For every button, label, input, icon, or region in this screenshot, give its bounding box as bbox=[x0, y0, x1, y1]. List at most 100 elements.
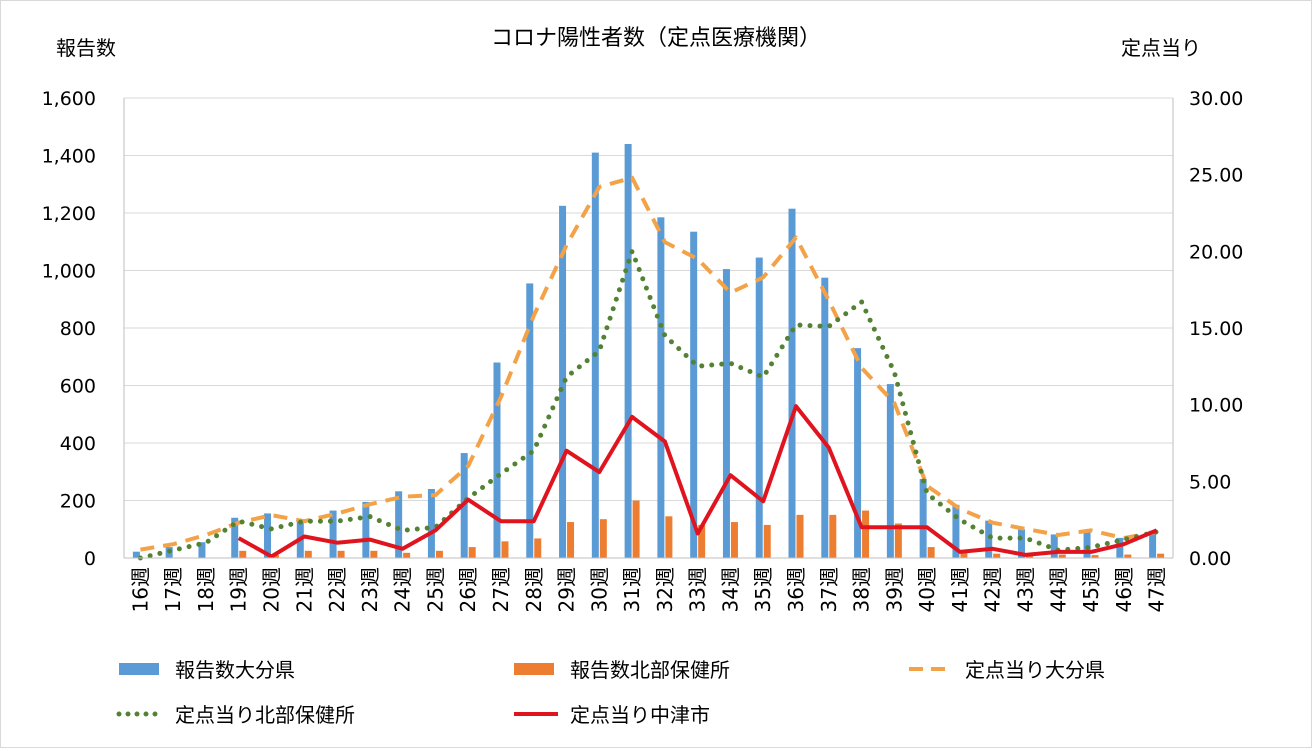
bar-hokubu bbox=[829, 514, 837, 558]
bar-hokubu bbox=[960, 552, 968, 558]
legend-label-1: 報告数北部保健所 bbox=[570, 658, 730, 682]
x-tick-label: 17週 bbox=[161, 567, 185, 612]
x-tick-label: 21週 bbox=[292, 567, 316, 612]
bar-hokubu bbox=[370, 550, 378, 558]
y-tick-label: 200 bbox=[60, 491, 96, 513]
y2-axis-label: 定点当り bbox=[1121, 36, 1201, 60]
bar-hokubu bbox=[894, 523, 902, 558]
bar-oita bbox=[362, 501, 370, 558]
x-tick-label: 32週 bbox=[653, 567, 677, 612]
x-tick-label: 34週 bbox=[718, 567, 742, 612]
bar-oita bbox=[985, 520, 993, 558]
x-tick-label: 45週 bbox=[1079, 567, 1103, 612]
bar-hokubu bbox=[698, 524, 706, 558]
series-line-2 bbox=[237, 404, 1158, 559]
bar-hokubu bbox=[403, 552, 411, 558]
x-tick-label: 43週 bbox=[1013, 567, 1037, 612]
x-tick-label: 46週 bbox=[1112, 567, 1136, 612]
legend-label-0: 報告数大分県 bbox=[175, 658, 295, 682]
bar-oita bbox=[1149, 530, 1157, 558]
x-tick-label: 22週 bbox=[325, 567, 349, 612]
bar-oita bbox=[1083, 530, 1091, 558]
bar-oita bbox=[526, 283, 534, 558]
y-tick-label: 800 bbox=[60, 318, 96, 340]
x-tick-label: 30週 bbox=[587, 567, 611, 612]
bar-hokubu bbox=[665, 516, 673, 558]
grid-lines bbox=[124, 97, 1173, 501]
legend-swatch-1 bbox=[514, 663, 554, 675]
bar-hokubu bbox=[239, 550, 247, 558]
y-tick-label: 1,600 bbox=[42, 88, 96, 110]
series-line-0 bbox=[140, 175, 1157, 552]
y2-tick-label: 20.00 bbox=[1189, 241, 1243, 263]
bar-oita bbox=[788, 208, 796, 558]
bar-oita bbox=[132, 551, 140, 558]
x-tick-label: 26週 bbox=[456, 567, 480, 612]
bar-oita bbox=[1116, 537, 1124, 558]
bar-oita bbox=[952, 504, 960, 558]
x-tick-label: 16週 bbox=[128, 567, 152, 612]
bar-hokubu bbox=[927, 547, 935, 558]
x-tick-label: 23週 bbox=[358, 567, 382, 612]
bar-oita bbox=[854, 348, 862, 558]
bar-hokubu bbox=[1025, 555, 1033, 558]
legend-label-3: 定点当り北部保健所 bbox=[175, 703, 355, 727]
bar-oita bbox=[1050, 534, 1058, 558]
bar-oita bbox=[493, 362, 501, 558]
x-tick-label: 40週 bbox=[915, 567, 939, 612]
x-tick-label: 37週 bbox=[817, 567, 841, 612]
bar-oita bbox=[690, 231, 698, 558]
bar-hokubu bbox=[1058, 554, 1066, 558]
bar-oita bbox=[231, 517, 239, 558]
bar-hokubu bbox=[501, 541, 509, 558]
bar-hokubu bbox=[862, 510, 870, 558]
bar-oita bbox=[886, 384, 894, 558]
bar-oita bbox=[264, 513, 272, 558]
x-tick-label: 38週 bbox=[850, 567, 874, 612]
bar-hokubu bbox=[763, 524, 771, 558]
bar-oita bbox=[329, 510, 337, 558]
x-tick-label: 35週 bbox=[751, 567, 775, 612]
y-tick-label: 1,000 bbox=[42, 261, 96, 283]
bar-hokubu bbox=[1157, 553, 1165, 558]
bar-hokubu bbox=[435, 550, 443, 558]
x-tick-label: 47週 bbox=[1145, 567, 1169, 612]
y2-tick-label: 15.00 bbox=[1189, 318, 1243, 340]
x-tick-label: 18週 bbox=[194, 567, 218, 612]
x-tick-label: 36週 bbox=[784, 567, 808, 612]
bar-oita bbox=[559, 205, 567, 558]
bar-hokubu bbox=[567, 522, 575, 558]
bar-hokubu bbox=[796, 514, 804, 558]
y-tick-label: 1,200 bbox=[42, 203, 96, 225]
x-tick-label: 29週 bbox=[555, 567, 579, 612]
x-tick-label: 42週 bbox=[981, 567, 1005, 612]
x-tick-label: 27週 bbox=[489, 567, 513, 612]
y-ticks: 0 200 400 600 800 1,000 1,200 1,400 1,600 bbox=[42, 88, 96, 570]
y2-tick-label: 0.00 bbox=[1189, 548, 1231, 570]
y2-tick-label: 25.00 bbox=[1189, 165, 1243, 187]
x-ticks: 16週 17週 18週 19週 20週 21週 22週 23週 24週 25週 26週 27週 28週 2… bbox=[128, 567, 1168, 612]
bar-oita bbox=[427, 489, 435, 558]
x-tick-label: 24週 bbox=[391, 567, 415, 612]
legend-label-2: 定点当り大分県 bbox=[965, 658, 1105, 682]
y-tick-label: 0 bbox=[84, 548, 96, 570]
bar-hokubu bbox=[272, 555, 280, 558]
series-lines bbox=[137, 175, 1160, 561]
x-tick-label: 19週 bbox=[227, 567, 251, 612]
y-tick-label: 600 bbox=[60, 376, 96, 398]
x-tick-label: 44週 bbox=[1046, 567, 1070, 612]
y-tick-label: 1,400 bbox=[42, 146, 96, 168]
x-tick-label: 20週 bbox=[260, 567, 284, 612]
bar-hokubu bbox=[993, 553, 1001, 558]
bar-oita bbox=[1017, 529, 1025, 558]
y-axis-label: 報告数 bbox=[56, 36, 116, 60]
x-tick-label: 39週 bbox=[882, 567, 906, 612]
legend-swatch-0 bbox=[119, 663, 159, 675]
bar-oita bbox=[395, 491, 403, 558]
y2-ticks: 0.00 5.00 10.00 15.00 20.00 25.00 30.00 bbox=[1189, 88, 1243, 570]
bar-oita bbox=[198, 542, 206, 558]
bar-hokubu bbox=[534, 538, 542, 558]
